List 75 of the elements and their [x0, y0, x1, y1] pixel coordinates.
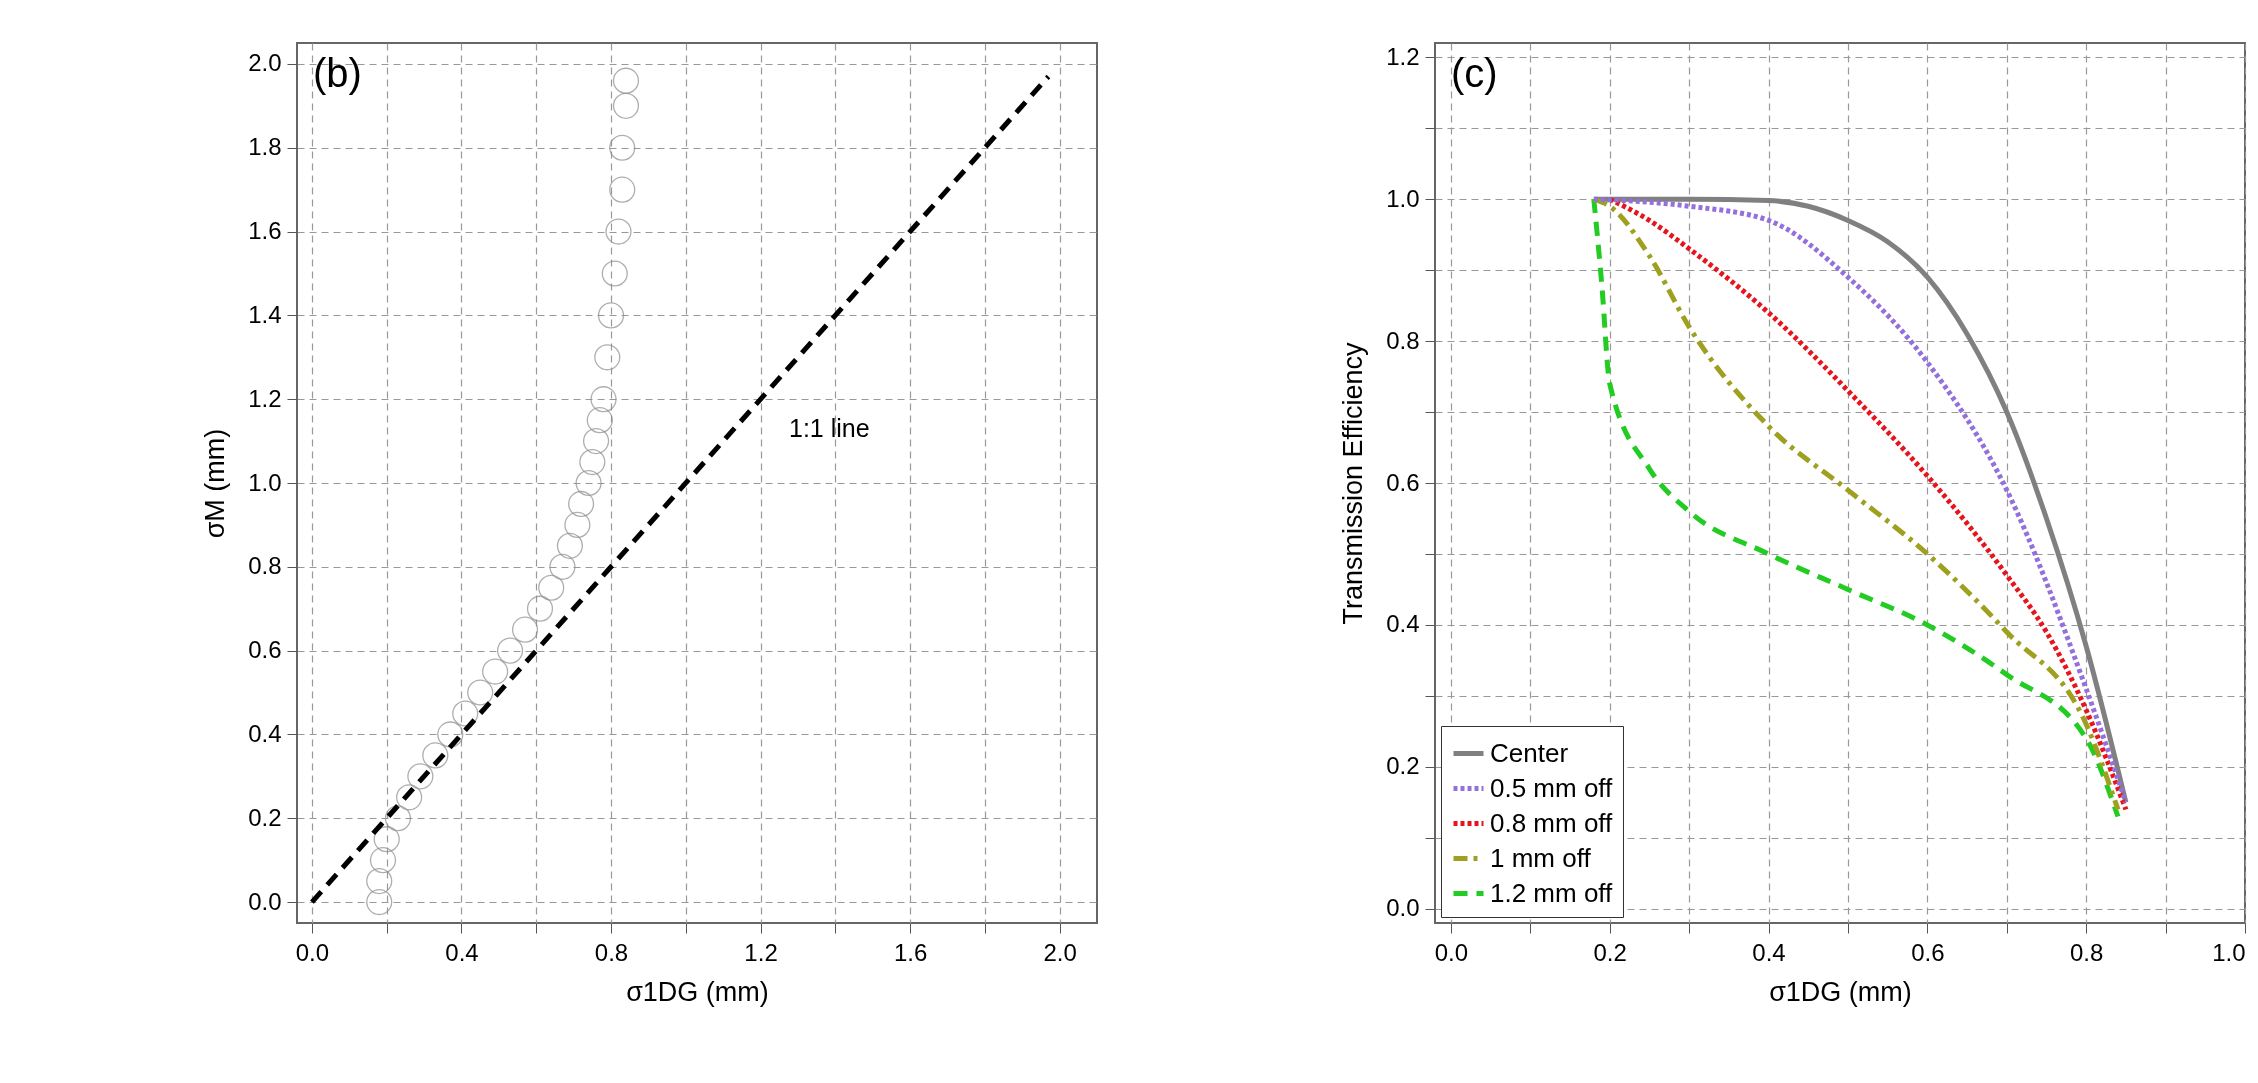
- point: [373, 826, 400, 853]
- point: [609, 176, 636, 203]
- x-tick-label: 0.2: [1593, 938, 1627, 966]
- x-tick-label: 0.4: [1752, 938, 1786, 966]
- x-axis-title: σ1DG (mm): [626, 976, 769, 1007]
- point: [366, 888, 393, 916]
- x-tick-label: 0.0: [1434, 938, 1469, 966]
- point: [590, 386, 617, 413]
- point: [556, 532, 583, 559]
- point: [594, 344, 621, 371]
- y-tick-label: 0.4: [248, 719, 282, 747]
- y-tick-label: 2.0: [248, 49, 282, 77]
- x-tick-label: 0.8: [594, 938, 629, 966]
- point: [564, 511, 591, 538]
- y-tick-label: 0.6: [248, 636, 282, 664]
- annotation: (b): [313, 51, 362, 95]
- y-tick-label: 1.4: [248, 300, 282, 328]
- point: [452, 700, 479, 727]
- y-tick-label: 1.2: [1386, 42, 1420, 70]
- point: [511, 616, 539, 643]
- x-tick-label: 1.6: [893, 938, 928, 966]
- x-tick-label: 0.0: [295, 938, 330, 966]
- point: [396, 784, 423, 811]
- annotation: (c): [1451, 51, 1498, 95]
- y-tick-label: 0.8: [1386, 326, 1420, 354]
- point: [609, 134, 636, 161]
- annotation: 1:1 line: [789, 414, 870, 442]
- y-tick-label: 1.6: [248, 217, 282, 245]
- point: [601, 260, 628, 287]
- point: [586, 407, 613, 434]
- point: [526, 595, 554, 622]
- x-tick-label: 2.0: [1043, 938, 1077, 966]
- y-tick-label: 1.0: [248, 468, 282, 496]
- point: [467, 679, 494, 706]
- y-axis-title: σM (mm): [200, 428, 231, 539]
- y-tick-label: 0.4: [1386, 610, 1420, 638]
- legend-label: 0.5 mm off: [1490, 772, 1614, 803]
- legend-label: 1.2 mm off: [1490, 877, 1614, 908]
- point: [407, 763, 434, 790]
- point: [538, 574, 565, 601]
- point: [612, 92, 640, 119]
- y-axis-title: Transmission Efficiency: [1338, 341, 1369, 625]
- y-tick-label: 0.8: [248, 552, 282, 580]
- point: [482, 658, 509, 685]
- point: [369, 847, 397, 874]
- point: [422, 742, 449, 769]
- point: [612, 67, 640, 94]
- point: [579, 448, 606, 476]
- y-tick-label: 0.2: [248, 803, 282, 831]
- point: [575, 469, 602, 497]
- x-tick-label: 1.2: [744, 938, 778, 966]
- point: [366, 868, 393, 895]
- point: [549, 553, 576, 580]
- y-tick-label: 0.0: [1386, 894, 1420, 922]
- point: [597, 302, 625, 329]
- y-tick-label: 0.2: [1386, 752, 1420, 780]
- legend-label: 1 mm off: [1490, 842, 1592, 873]
- point: [568, 490, 595, 518]
- y-tick-label: 1.0: [1386, 184, 1420, 212]
- y-tick-label: 1.2: [248, 384, 282, 412]
- legend-label: 0.8 mm off: [1490, 807, 1614, 838]
- x-tick-label: 1.0: [2212, 938, 2246, 966]
- point: [582, 428, 610, 455]
- x-tick-label: 0.4: [445, 938, 479, 966]
- y-tick-label: 1.8: [248, 133, 282, 161]
- legend-label: Center: [1490, 737, 1569, 768]
- x-tick-label: 0.6: [1911, 938, 1945, 966]
- point: [496, 637, 524, 664]
- point: [437, 721, 464, 748]
- x-tick-label: 0.8: [2069, 938, 2104, 966]
- y-tick-label: 0.0: [248, 887, 282, 915]
- point: [605, 218, 632, 245]
- point: [384, 805, 412, 832]
- y-tick-label: 0.6: [1386, 468, 1420, 496]
- x-axis-title: σ1DG (mm): [1769, 976, 1912, 1007]
